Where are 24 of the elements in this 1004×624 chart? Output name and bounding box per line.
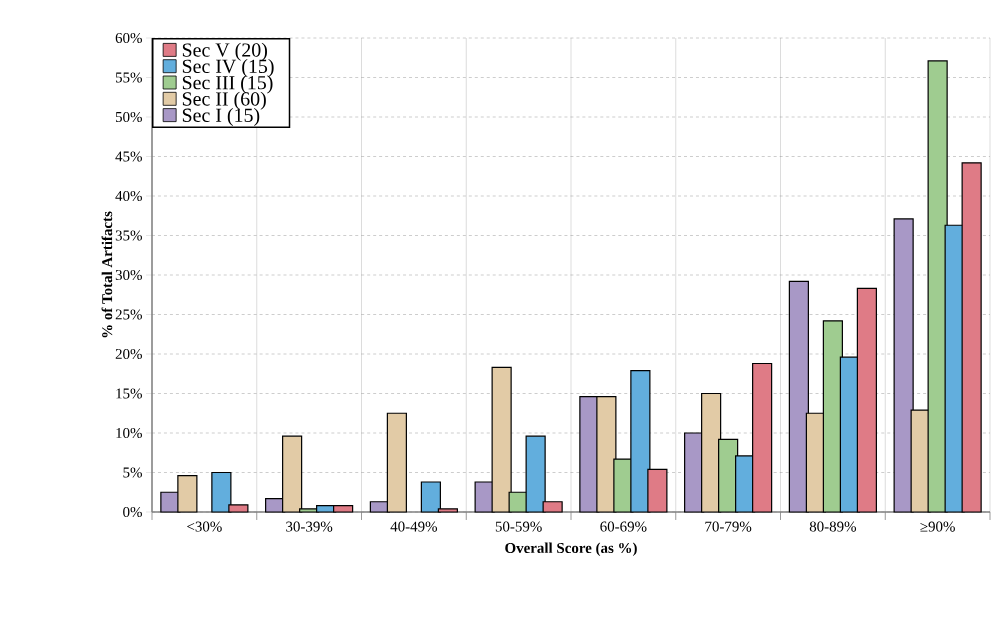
y-tick-label: 15% (116, 388, 142, 399)
x-axis-title: Overall Score (as %) (505, 542, 637, 557)
y-tick-label: 30% (115, 269, 142, 281)
x-tick-label: 70-79% (705, 521, 752, 532)
y-tick-label: 55% (115, 72, 142, 83)
y-tick-label: 35% (115, 230, 142, 241)
x-tick-label: ≥90% (920, 521, 955, 532)
y-tick-label: 25% (115, 309, 142, 320)
y-axis-title: % of Total Artifacts (101, 211, 113, 338)
y-tick-label: 10% (116, 427, 142, 439)
x-tick-label: 80-89% (809, 521, 857, 532)
x-tick-label: 50-59% (495, 521, 542, 532)
y-tick-label: 50% (115, 111, 142, 123)
y-tick-label: 45% (115, 151, 142, 162)
x-tick-label: 60-69% (600, 521, 647, 532)
x-tick-label: 30-39% (286, 521, 333, 532)
y-tick-label: 5% (123, 467, 142, 478)
y-tick-label: 0% (123, 506, 142, 518)
x-tick-label: <30% (187, 521, 222, 532)
y-tick-label: 60% (115, 32, 142, 44)
y-tick-label: 20% (115, 348, 142, 360)
x-tick-label: 40-49% (390, 521, 438, 532)
y-tick-label: 40% (115, 190, 142, 202)
legend-label: Sec I (15) (182, 107, 260, 127)
